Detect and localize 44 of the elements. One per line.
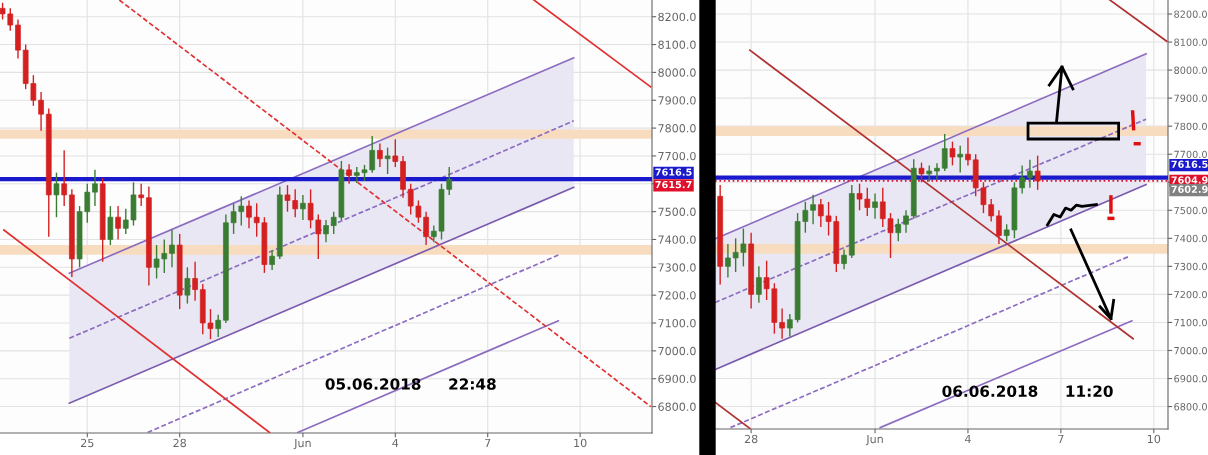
y-tick-label: 7900.0 — [658, 96, 696, 105]
y-tick-label: 7500.0 — [1174, 206, 1207, 215]
y-tick-label: 6900.0 — [1174, 375, 1207, 383]
x-tick-label: Jun — [865, 434, 883, 446]
x-tick-label: 25 — [81, 438, 94, 448]
y-tick-label: 8200.0 — [658, 12, 696, 22]
y-tick-label: 7400.0 — [1174, 234, 1207, 243]
x-tick-label: 7 — [1058, 434, 1064, 443]
x-tick-label: 28 — [173, 438, 186, 448]
y-tick-label: 8100.0 — [658, 40, 696, 49]
x-tick-label: 7 — [485, 438, 491, 447]
y-tick-label: 8000.0 — [658, 68, 696, 77]
y-tick-label: 7000.0 — [1174, 346, 1207, 355]
y-tick-label: 8200.0 — [1174, 10, 1207, 18]
ref-line-label: 7616.5 — [1171, 160, 1208, 168]
y-tick-label: 8100.0 — [1174, 38, 1207, 46]
y-tick-label: 7700.0 — [1174, 150, 1207, 159]
y-tick-label: 7900.0 — [1174, 94, 1207, 102]
ref-line-label: 7616.5 — [655, 168, 692, 176]
text: 7615.7 — [655, 180, 692, 189]
y-tick-label: 7100.0 — [658, 318, 696, 328]
y-tick-label: 8000.0 — [1174, 66, 1207, 74]
y-tick-label: 7000.0 — [658, 346, 696, 356]
y-tick-label: 7400.0 — [658, 235, 696, 244]
y-tick-label: 7700.0 — [658, 151, 696, 161]
y-tick-label: 6800.0 — [658, 402, 696, 411]
x-tick-label: 28 — [744, 434, 758, 444]
y-tick-label: 7300.0 — [1174, 262, 1207, 271]
text: 7602.9 — [1171, 185, 1208, 193]
x-tick-label: 10 — [574, 438, 587, 448]
ref-line-label: 7604.9 — [1171, 176, 1208, 184]
y-tick-label: 7200.0 — [658, 291, 696, 300]
x-tick-label: 10 — [1147, 434, 1161, 444]
x-tick-label: Jun — [293, 438, 311, 450]
y-tick-label: 7200.0 — [1174, 290, 1207, 299]
y-tick-label: 7500.0 — [658, 207, 696, 217]
x-tick-label: 4 — [964, 434, 971, 443]
y-tick-label: 7800.0 — [658, 124, 696, 133]
y-tick-label: 7100.0 — [1174, 318, 1207, 327]
y-tick-label: 6800.0 — [1174, 403, 1207, 411]
x-tick-label: 4 — [392, 438, 399, 447]
y-tick-label: 6900.0 — [658, 374, 696, 384]
y-tick-label: 7800.0 — [1174, 122, 1207, 131]
y-tick-label: 7300.0 — [658, 263, 696, 272]
